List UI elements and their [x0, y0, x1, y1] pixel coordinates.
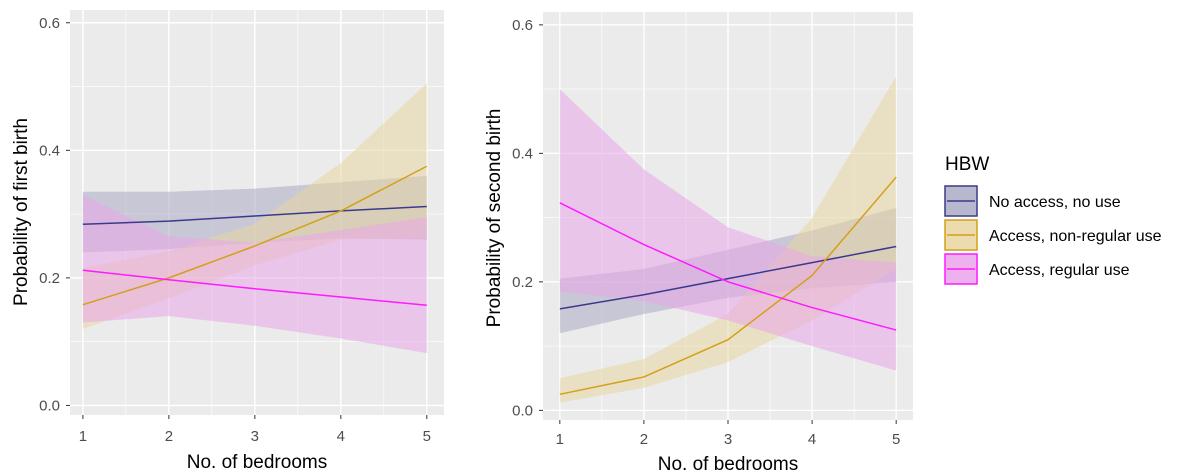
- y-tick-label: 0.4: [39, 142, 60, 159]
- chart-panel-second-birth: 0.0 0.2 0.4 0.6 1 2 3 4 5 No. of bedrooms Proba…: [484, 12, 913, 475]
- series-line: [559, 245, 897, 310]
- y-tick-label: 0.2: [39, 270, 60, 287]
- legend-title: HBW: [945, 154, 989, 175]
- legend-item: Access, regular use: [944, 253, 1130, 285]
- series-lines: [559, 176, 897, 396]
- x-axis-ticks: 1 2 3 4 5: [79, 415, 431, 445]
- x-tick-label: 2: [165, 428, 173, 445]
- y-tick-label: 0.0: [39, 397, 60, 414]
- y-tick-label: 0.2: [512, 274, 533, 291]
- x-tick-label: 5: [423, 428, 431, 445]
- y-tick-label: 0.4: [512, 145, 533, 162]
- y-axis-ticks: 0.0 0.2 0.4 0.6: [39, 15, 70, 414]
- series-lines: [82, 165, 428, 307]
- legend-item: Access, non-regular use: [944, 219, 1162, 251]
- confidence-ribbon: [559, 89, 897, 371]
- x-tick-label: 3: [724, 431, 732, 448]
- x-tick-label: 1: [79, 428, 87, 445]
- series-line: [82, 205, 427, 226]
- x-axis-title: No. of bedrooms: [187, 452, 327, 473]
- x-tick-label: 5: [892, 431, 900, 448]
- x-tick-label: 4: [808, 431, 816, 448]
- x-axis-ticks: 1 2 3 4 5: [556, 420, 900, 448]
- y-tick-label: 0.0: [512, 402, 533, 419]
- confidence-ribbons: [559, 76, 897, 403]
- legend-label: Access, regular use: [989, 262, 1130, 279]
- series-line: [559, 202, 897, 331]
- chart-panel-first-birth: 0.0 0.2 0.4 0.6 1 2 3 4 5 No. of bedrooms Proba…: [11, 10, 444, 473]
- y-tick-label: 0.6: [39, 15, 60, 32]
- series-line: [559, 176, 897, 396]
- y-axis-title: Probability of second birth: [484, 109, 505, 328]
- confidence-ribbon: [559, 76, 897, 403]
- legend-label: No access, no use: [989, 194, 1121, 211]
- series-line: [82, 165, 428, 306]
- legend-item: No access, no use: [944, 185, 1121, 217]
- y-axis-ticks: 0.0 0.2 0.4 0.6: [512, 17, 543, 419]
- legend-label: Access, non-regular use: [989, 228, 1162, 245]
- confidence-ribbon: [82, 194, 427, 354]
- series-line: [82, 269, 427, 307]
- legend: HBW No access, no use Access, non-regular…: [944, 154, 1162, 285]
- y-axis-title: Probability of first birth: [11, 118, 32, 306]
- y-tick-label: 0.6: [512, 17, 533, 34]
- x-tick-label: 3: [251, 428, 259, 445]
- confidence-ribbons: [82, 83, 427, 354]
- x-axis-title: No. of bedrooms: [658, 454, 798, 475]
- x-tick-label: 4: [337, 428, 345, 445]
- x-tick-label: 2: [640, 431, 648, 448]
- legend-items: No access, no use Access, non-regular use…: [944, 185, 1162, 285]
- x-tick-label: 1: [556, 431, 564, 448]
